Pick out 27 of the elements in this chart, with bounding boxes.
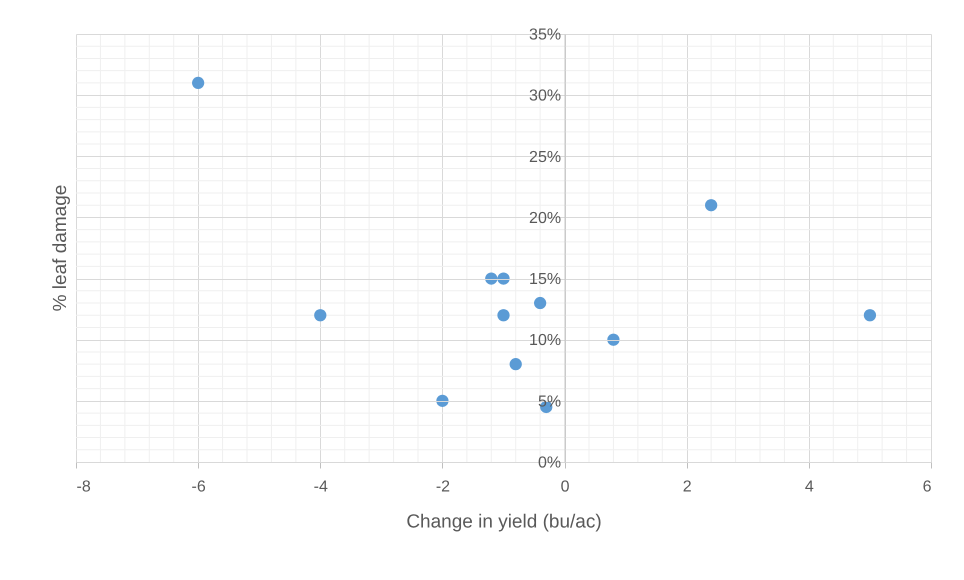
y-tick-label: 20% [529, 210, 562, 227]
x-tick-label: -6 [192, 478, 206, 496]
point [705, 199, 718, 212]
y-axis-title: % leaf damage [50, 184, 71, 312]
y-tick-label: 25% [529, 148, 562, 166]
y-tick-label: 30% [529, 88, 562, 105]
point [607, 334, 620, 346]
point [192, 76, 204, 90]
point [510, 358, 522, 370]
x-tick-label: -2 [436, 478, 450, 496]
point [864, 309, 876, 322]
x-axis-title: Change in yield (bu/ac) [406, 512, 602, 532]
x-tick-label: 0 [560, 478, 570, 496]
y-tick-label: 5% [538, 393, 562, 410]
x-tick-label: 6 [922, 478, 932, 496]
point [497, 309, 510, 322]
y-tick-label: 15% [529, 271, 562, 288]
y-tick-label: 10% [529, 332, 562, 350]
point [314, 309, 326, 322]
x-tick-label: 2 [682, 478, 692, 496]
x-tick-label: 4 [804, 478, 814, 496]
x-tick-label: -8 [76, 478, 91, 496]
point [534, 296, 546, 310]
x-tick-label: -4 [314, 478, 328, 496]
y-tick-label: 0% [538, 454, 562, 472]
y-tick-label: 35% [529, 26, 562, 44]
point [497, 272, 510, 285]
